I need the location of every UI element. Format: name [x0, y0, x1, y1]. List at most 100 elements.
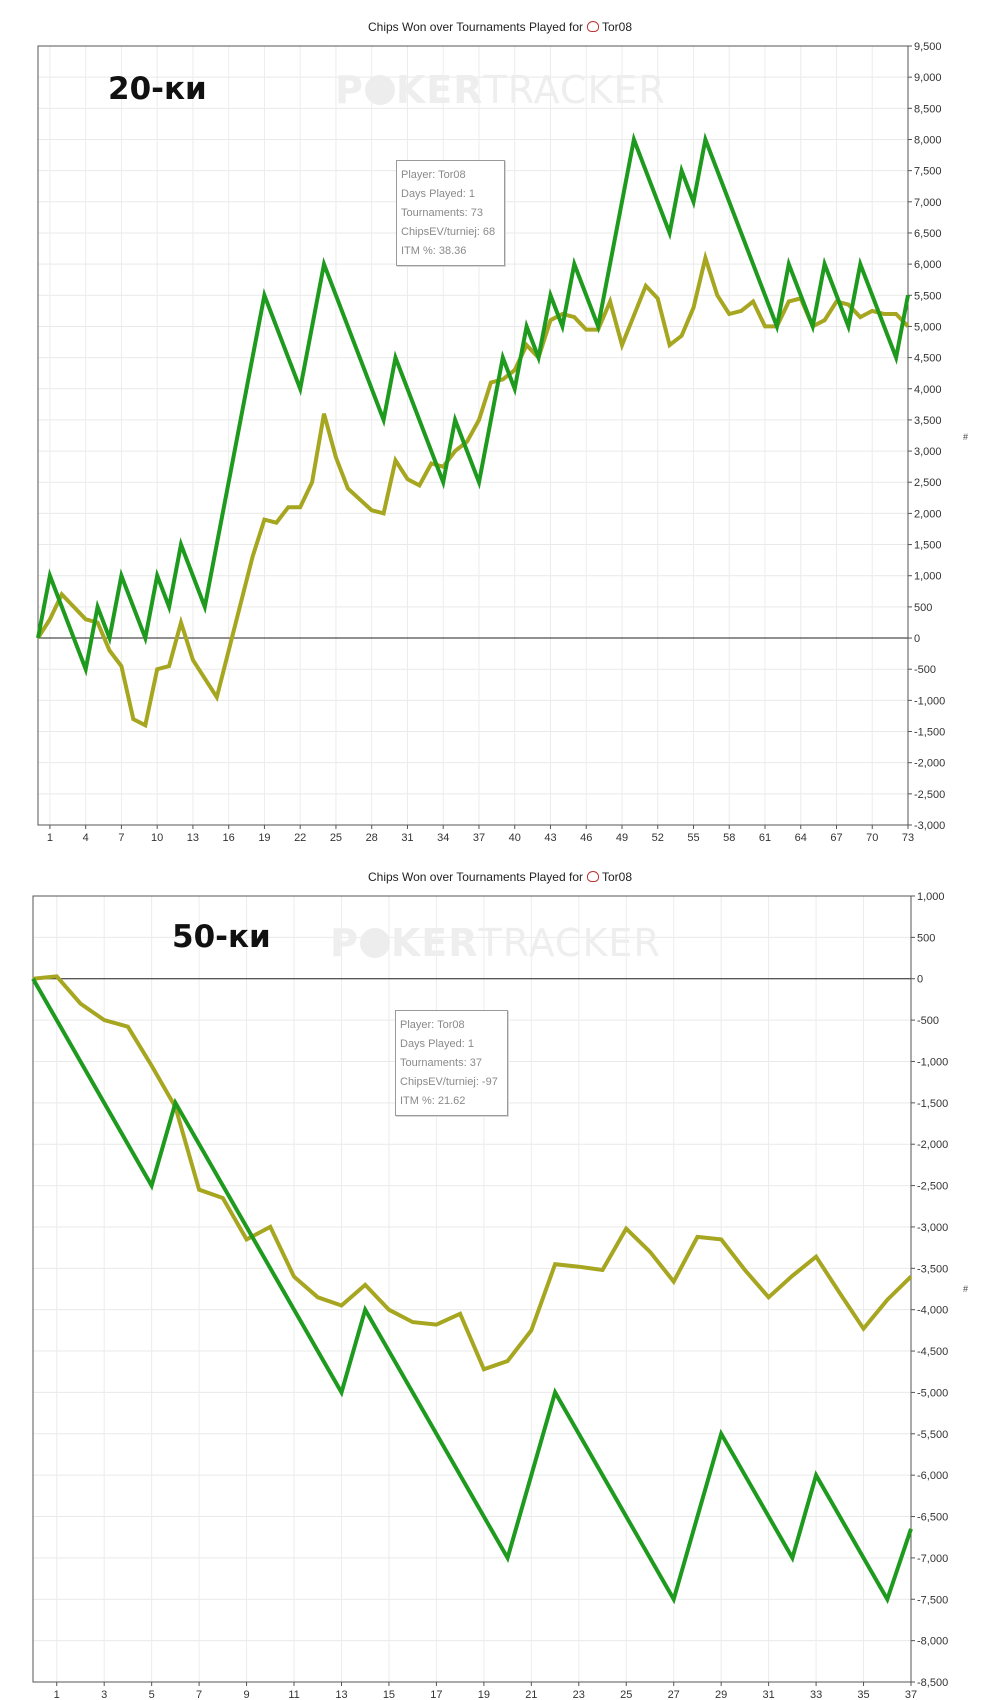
x-tick-label: 16 — [223, 832, 235, 844]
x-tick-label: 64 — [795, 832, 807, 844]
y-tick-label: 7,500 — [914, 166, 942, 178]
x-tick-label: 29 — [715, 1689, 727, 1700]
y-tick-label: 6,500 — [914, 228, 942, 240]
info-tournaments: Tournaments: 73 — [401, 207, 483, 219]
y-tick-label: -1,500 — [914, 727, 945, 739]
y-tick-label: 6,000 — [914, 259, 942, 271]
info-box: Player: Tor08 Days Played: 1 Tournaments… — [396, 160, 506, 266]
y-tick-label: 1,000 — [917, 891, 945, 903]
y-tick-label: -4,000 — [917, 1305, 948, 1317]
x-tick-label: 40 — [509, 832, 521, 844]
x-tick-label: 7 — [118, 832, 124, 844]
info-player: Player: Tor08 — [400, 1019, 465, 1031]
plot-frame — [32, 895, 912, 1683]
y-tick-label: -1,000 — [914, 695, 945, 707]
x-tick-label: 1 — [47, 832, 53, 844]
grid — [33, 895, 912, 1683]
chart-label: 20-ки — [108, 71, 207, 107]
x-tick-label: 9 — [244, 1689, 250, 1700]
x-tick-label: 22 — [294, 832, 306, 844]
chart-title: Chips Won over Tournaments Played for Tor… — [367, 20, 633, 34]
info-days: Days Played: 1 — [401, 188, 475, 200]
x-tick-label: 1 — [54, 1689, 60, 1700]
info-itm: ITM %: 21.62 — [400, 1095, 466, 1107]
y-tick-label: 9,000 — [914, 72, 942, 84]
y-tick-label: 0 — [917, 974, 923, 986]
chart-svg: -8,500 -8,000 -7,500 -7,000 -6,500 -6,000 -5,5… — [31, 891, 948, 1700]
y-tick-label: -3,000 — [914, 820, 945, 832]
player-icon — [586, 21, 599, 32]
x-tick-label: 25 — [620, 1689, 632, 1700]
info-chipsev: ChipsEV/turniej: -97 — [400, 1076, 498, 1088]
x-tick-label: 34 — [437, 832, 449, 844]
series-line-1 — [36, 250, 910, 729]
info-itm: ITM %: 38.36 — [401, 245, 467, 257]
x-tick-label: 3 — [101, 1689, 107, 1700]
y-tick-label: -2,500 — [917, 1181, 948, 1193]
chart-title: Chips Won over Tournaments Played for Tor… — [367, 870, 633, 884]
info-box: Player: Tor08 Days Played: 1 Tournaments… — [395, 1010, 508, 1116]
x-tick-label: 11 — [288, 1689, 299, 1700]
chart-svg: -3,000 -2,500 -2,000 -1,500 -1,000 -500 0 500 1,… — [36, 41, 945, 844]
y-tick-label: 1,500 — [914, 540, 942, 552]
y-tick-label: 500 — [917, 932, 935, 944]
x-tick-label: 37 — [473, 832, 485, 844]
info-player: Player: Tor08 — [401, 169, 466, 181]
y-tick-label: 8,000 — [914, 134, 942, 146]
series-line-1 — [32, 974, 913, 1372]
chip-icon — [364, 75, 395, 105]
y-tick-label: -1,500 — [917, 1098, 948, 1110]
series-line-0 — [31, 977, 913, 1605]
x-tick-label: 70 — [866, 832, 878, 844]
chart-label: 50-ки — [172, 919, 271, 955]
x-tick-label: 19 — [478, 1689, 490, 1700]
info-tournaments: Tournaments: 37 — [400, 1057, 482, 1069]
x-tick-label: 49 — [616, 832, 628, 844]
x-tick-label: 58 — [723, 832, 735, 844]
x-tick-label: 37 — [905, 1689, 917, 1700]
chip-icon — [359, 928, 390, 958]
x-tick-label: 28 — [366, 832, 378, 844]
y-tick-label: -7,000 — [917, 1553, 948, 1565]
y-tick-label: -500 — [914, 664, 936, 676]
y-tick-label: 2,500 — [914, 477, 942, 489]
y-tick-label: -2,500 — [914, 789, 945, 801]
y-tick-label: -2,000 — [914, 758, 945, 770]
y-tick-label: -2,000 — [917, 1139, 948, 1151]
y-tick-label: -500 — [917, 1015, 939, 1027]
x-tick-label: 52 — [652, 832, 664, 844]
player-name: Tor08 — [601, 870, 633, 884]
chart-panel-20: Chips Won over Tournaments Played for Tor… — [36, 20, 968, 844]
x-tick-label: 21 — [525, 1689, 537, 1700]
series-line-0 — [36, 132, 910, 677]
x-tick-label: 73 — [902, 832, 914, 844]
x-tick-label: 55 — [687, 832, 699, 844]
x-tick-label: 13 — [335, 1689, 347, 1700]
y-tick-label: -6,500 — [917, 1512, 948, 1524]
x-tick-label: 33 — [810, 1689, 822, 1700]
y-tick-label: -3,500 — [917, 1263, 948, 1275]
y-tick-label: 2,000 — [914, 508, 942, 520]
x-tick-label: 43 — [544, 832, 556, 844]
x-tick-label: 31 — [762, 1689, 774, 1700]
y-tick-label: -3,000 — [917, 1222, 948, 1234]
info-days: Days Played: 1 — [400, 1038, 474, 1050]
y-tick-label: 8,500 — [914, 103, 942, 115]
player-name: Tor08 — [601, 20, 633, 34]
axis-hash-icon: # — [963, 1284, 969, 1294]
y-tick-label: 4,500 — [914, 353, 942, 365]
x-tick-label: 17 — [430, 1689, 442, 1700]
watermark: P KERTRACKER — [335, 68, 666, 112]
y-tick-label: 7,000 — [914, 197, 942, 209]
y-tick-label: 500 — [914, 602, 932, 614]
x-tick-label: 27 — [668, 1689, 680, 1700]
y-tick-label: 5,500 — [914, 290, 942, 302]
y-tick-label: -4,500 — [917, 1346, 948, 1358]
x-tick-label: 23 — [573, 1689, 585, 1700]
y-tick-label: 3,500 — [914, 415, 942, 427]
x-tick-label: 15 — [383, 1689, 395, 1700]
watermark: P KERTRACKER — [330, 921, 661, 965]
y-tick-label: -8,500 — [917, 1677, 948, 1689]
y-tick-label: -8,000 — [917, 1636, 948, 1648]
y-tick-label: 5,000 — [914, 321, 942, 333]
